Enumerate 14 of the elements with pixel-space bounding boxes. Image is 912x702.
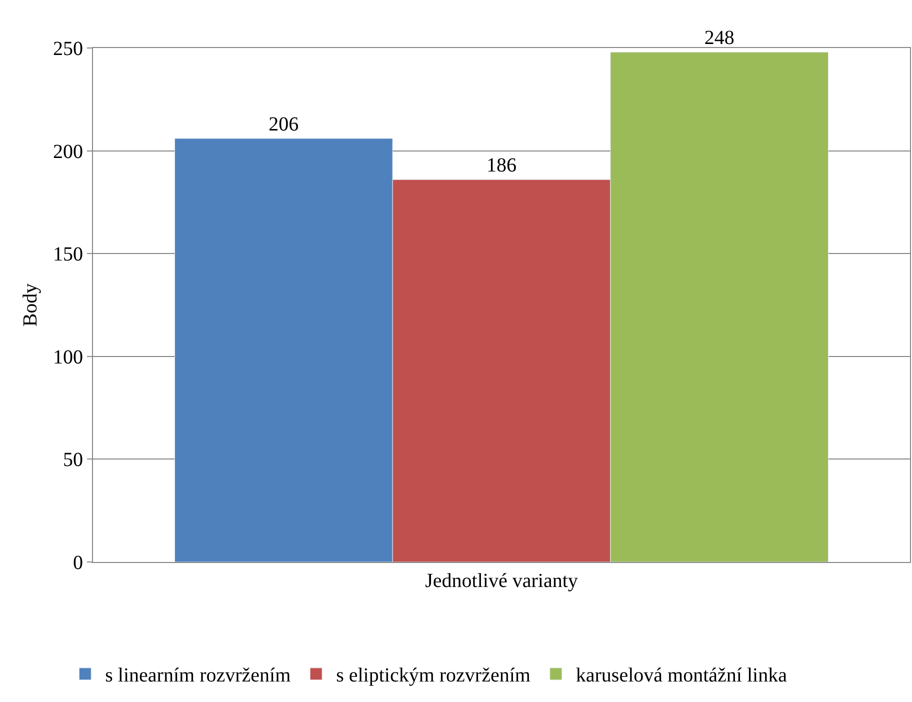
y-axis-title: Body (20, 283, 42, 327)
legend-label: karuselová montážní linka (576, 664, 788, 687)
x-tick-label: Jednotlivé varianty (425, 570, 578, 592)
legend-label: s linearním rozvržením (105, 664, 292, 687)
y-tick-label: 50 (63, 449, 83, 472)
data-label: 186 (486, 154, 516, 177)
y-tick-label: 100 (53, 346, 83, 368)
y-tick-label: 150 (53, 244, 83, 266)
y-tick-label: 0 (73, 552, 83, 574)
data-label: 206 (268, 113, 299, 136)
y-tick-label: 200 (53, 140, 83, 163)
y-tick-label: 250 (53, 38, 83, 60)
data-label: 248 (704, 27, 734, 50)
legend-label: s eliptickým rozvržením (336, 664, 531, 687)
